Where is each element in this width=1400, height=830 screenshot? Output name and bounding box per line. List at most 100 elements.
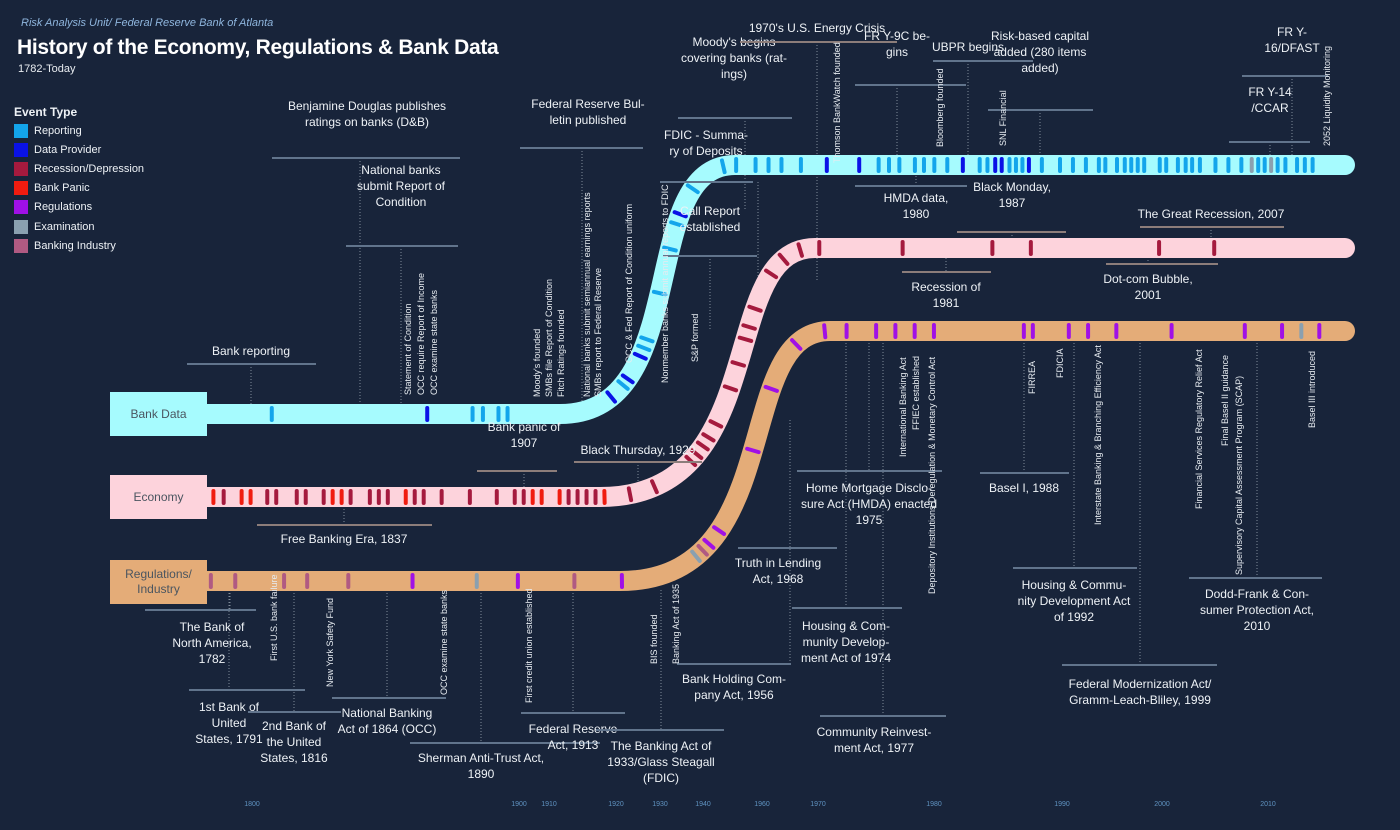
callout-text: Truth in Lending (735, 556, 821, 570)
legend: Event Type Reporting Data Provider Recessi… (14, 105, 144, 255)
event-tick (269, 406, 274, 422)
vertical-event-label: Bloomberg founded (935, 68, 945, 147)
event-tick (1275, 157, 1280, 173)
event-tick (1115, 157, 1120, 173)
event-tick (874, 323, 879, 339)
event-tick (1213, 157, 1218, 173)
event-tick (887, 157, 892, 173)
callout-text: Risk-based capital (991, 29, 1089, 43)
vertical-event-label: FIRREA (1027, 361, 1037, 394)
year-axis: 1800 1900 1910 1920 1930 1940 1960 1970 1980 1990… (244, 801, 1276, 808)
callout-text: FR Y- (1277, 25, 1307, 39)
callout-text: States, 1816 (260, 751, 328, 765)
legend-item: Recession/Depression (14, 159, 144, 178)
axis-year-label: 1930 (652, 801, 668, 808)
event-tick (690, 448, 704, 460)
vertical-event-label: FDICIA (1055, 348, 1065, 378)
event-tick (822, 323, 828, 340)
page-title: History of the Economy, Regulations & Ba… (17, 36, 499, 59)
event-tick (616, 379, 630, 391)
callout: Dodd-Frank & Con-sumer Protection Act, 20… (1189, 577, 1322, 633)
callout: Benjamine Douglas publishes ratings on ba… (272, 99, 460, 159)
event-tick (999, 157, 1004, 173)
event-tick (921, 157, 926, 173)
vertical-event-label: OCC & Fed Report of Condition uniform (624, 204, 634, 363)
event-tick (1157, 157, 1162, 173)
vertical-event-label: Depository Institutions Deregulation & M… (927, 356, 937, 594)
event-tick (684, 454, 698, 468)
event-tick (696, 543, 709, 557)
callout: UBPR begins (932, 40, 1033, 62)
vertical-event-label: SMBs file Report of Condition (544, 279, 554, 397)
event-tick (672, 210, 688, 219)
event-tick (602, 488, 607, 505)
event-tick (931, 323, 936, 339)
callout-text: ry of Deposits (669, 144, 742, 158)
callout-text: Community Reinvest- (817, 725, 932, 739)
callout-text: ment Act of 1974 (801, 651, 891, 665)
event-tick (1269, 157, 1274, 173)
event-tick (1142, 157, 1147, 173)
event-tick (620, 373, 635, 385)
event-tick (1310, 157, 1315, 173)
event-tick (593, 489, 598, 505)
event-tick (1070, 157, 1075, 173)
callout: Federal Modernization Act/Gramm-Leach-Bl… (1062, 664, 1217, 707)
event-tick (722, 384, 739, 393)
lane-bands (197, 154, 1355, 591)
callout: Basel I, 1988 (980, 472, 1069, 495)
legend-label: Recession/Depression (34, 162, 145, 175)
callout-text: Federal Modernization Act/ (1069, 677, 1212, 691)
event-tick (730, 360, 746, 368)
event-tick (421, 489, 426, 505)
event-tick (990, 240, 995, 256)
callout-text: of 1992 (1054, 610, 1094, 624)
callout-text: 1890 (468, 767, 495, 781)
lane-label-bank-data: Bank Data (110, 392, 207, 436)
event-tick (719, 158, 727, 175)
callout-text: States, 1791 (195, 732, 263, 746)
callout-text: Dot-com Bubble, (1103, 272, 1192, 286)
callout-text: ings) (721, 67, 747, 81)
event-tick (912, 323, 917, 339)
callout-text: Act of 1864 (OCC) (338, 722, 437, 736)
event-tick (1226, 157, 1231, 173)
event-tick (1026, 157, 1031, 173)
event-tick (1197, 157, 1202, 173)
event-tick (690, 549, 702, 563)
vertical-event-label: OCC examine state banks (429, 289, 439, 395)
event-tick (985, 157, 990, 173)
event-tick (1021, 323, 1026, 339)
event-tick (376, 489, 381, 505)
callout-text: added) (1021, 61, 1058, 75)
axis-year-label: 1970 (810, 801, 826, 808)
callout-text: the United (267, 735, 322, 749)
event-tick (777, 252, 790, 266)
callout-text: 1975 (856, 513, 883, 527)
event-tick (566, 489, 571, 505)
event-tick (385, 489, 390, 505)
event-tick (425, 406, 430, 422)
event-tick (764, 268, 779, 280)
event-tick (512, 489, 517, 505)
callout-text: 1981 (933, 296, 960, 310)
callout-text: The Banking Act of (611, 739, 712, 753)
callout-text: United (212, 716, 247, 730)
legend-swatch (14, 123, 28, 138)
event-tick (321, 489, 326, 505)
source-label: Risk Analysis Unit/ Federal Reserve Bank… (21, 17, 274, 29)
legend-item: Banking Industry (14, 236, 144, 255)
event-tick (1317, 323, 1322, 339)
event-tick (779, 157, 784, 173)
event-tick (515, 573, 520, 589)
event-tick (605, 390, 617, 404)
event-tick (1129, 157, 1134, 173)
callout: Dot-com Bubble, 2001 (1103, 263, 1218, 302)
event-tick (763, 384, 779, 393)
event-tick (650, 479, 659, 495)
legend-label: Regulations (34, 201, 93, 214)
event-tick (494, 489, 499, 505)
callout-text: Black Thursday, 1929 (581, 443, 696, 457)
callout-text: UBPR begins (932, 40, 1004, 54)
